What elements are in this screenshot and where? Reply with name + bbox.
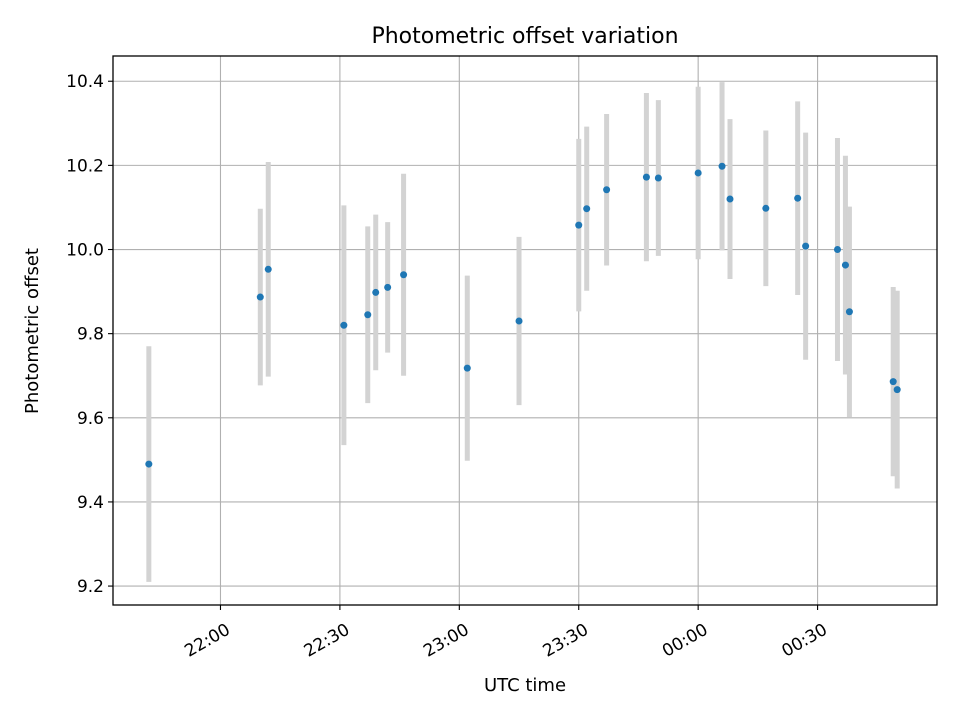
- plot-frame: [112, 55, 938, 606]
- data-point: [694, 169, 702, 177]
- x-axis-title: UTC time: [484, 675, 566, 696]
- data-point: [145, 460, 153, 468]
- data-point: [264, 265, 272, 273]
- data-point: [654, 174, 662, 182]
- data-point: [802, 242, 810, 250]
- y-tick-label: 10.2: [66, 156, 104, 176]
- data-point: [845, 308, 853, 316]
- data-point: [889, 378, 897, 386]
- data-point: [372, 288, 380, 296]
- data-point: [726, 195, 734, 203]
- data-point: [400, 271, 408, 279]
- data-point: [575, 221, 583, 229]
- data-point: [603, 186, 611, 194]
- data-point: [463, 364, 471, 372]
- data-points: [145, 162, 901, 468]
- grid: [113, 56, 937, 605]
- data-point: [762, 204, 770, 212]
- data-point: [718, 162, 726, 170]
- y-tick-label: 10.0: [66, 241, 104, 261]
- data-point: [256, 293, 264, 301]
- data-point: [642, 173, 650, 181]
- data-point: [841, 261, 849, 269]
- data-point: [384, 283, 392, 291]
- data-point: [364, 311, 372, 319]
- data-point: [515, 317, 523, 325]
- y-tick-label: 9.6: [77, 409, 104, 429]
- y-tick-label: 9.8: [77, 325, 104, 345]
- y-tick-label: 10.4: [66, 72, 104, 92]
- chart-title: Photometric offset variation: [371, 24, 678, 49]
- y-axis-title: Photometric offset: [22, 248, 43, 414]
- data-point: [583, 205, 591, 213]
- data-point: [340, 321, 348, 329]
- data-point: [794, 194, 802, 202]
- data-point: [833, 246, 841, 254]
- y-tick-label: 9.4: [77, 493, 104, 513]
- data-point: [893, 386, 901, 394]
- y-tick-label: 9.2: [77, 577, 104, 597]
